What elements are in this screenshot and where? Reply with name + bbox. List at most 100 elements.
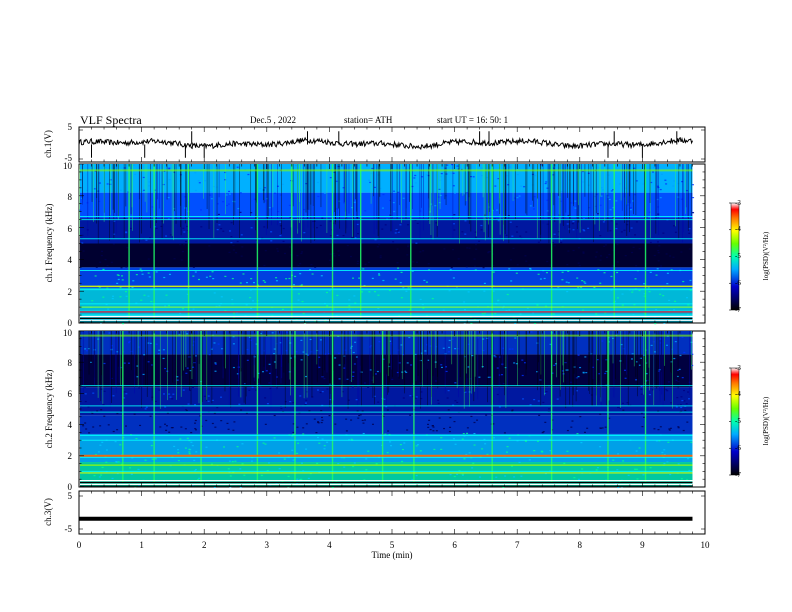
spectrogram-speckle [105, 461, 108, 463]
spectrogram-speckle [296, 482, 299, 485]
spectrogram-speckle [496, 393, 499, 396]
date-label: Dec.5 , 2022 [250, 115, 296, 125]
spectrogram-speckle [192, 344, 195, 346]
spectrogram-speckle [472, 462, 475, 464]
spectrogram-speckle [194, 404, 197, 406]
spectrogram-speckle [616, 271, 619, 274]
spectrogram-speckle [379, 255, 382, 257]
spectrogram-speckle [103, 390, 106, 392]
spectrogram-speckle [463, 309, 466, 311]
spectrogram-speckle [395, 228, 398, 231]
spectrogram-speckle [335, 481, 338, 483]
spectrogram-speckle [518, 461, 521, 464]
spectrogram-speckle [215, 305, 218, 307]
spectrogram-speckle [151, 458, 154, 460]
spectrogram-speckle [653, 254, 656, 257]
spectrogram-speckle [316, 181, 319, 184]
spectrogram-speckle [338, 200, 341, 202]
spectrogram-speckle [438, 417, 441, 419]
spectrogram-speckle [136, 376, 139, 378]
spectrogram-speckle [136, 365, 139, 367]
spectrogram-speckle [601, 189, 604, 191]
spectrogram-speckle [620, 231, 623, 233]
spectrogram-speckle [654, 322, 657, 325]
spectrogram-speckle [303, 208, 306, 211]
spectrogram-speckle [107, 424, 110, 426]
spectrogram-speckle [671, 348, 674, 350]
spectrogram-speckle [504, 475, 507, 477]
spectrogram-speckle [610, 336, 613, 338]
spectrogram-speckle [681, 377, 684, 379]
spectrogram-speckle [599, 413, 602, 415]
spectrogram-speckle [643, 293, 646, 295]
spectrogram-speckle [404, 370, 407, 372]
spectrogram-speckle [689, 279, 692, 282]
spectrogram-speckle [297, 299, 300, 301]
spectrogram-speckle [655, 440, 658, 442]
spectrogram-speckle [581, 468, 584, 470]
spectrogram-speckle [112, 295, 115, 297]
spectrogram-speckle [603, 272, 606, 274]
spectrogram-speckle [165, 294, 168, 296]
spectrogram-speckle [466, 247, 469, 249]
spectrogram-speckle [127, 191, 130, 193]
spectrogram-speckle [169, 396, 172, 398]
spectrogram-speckle [656, 165, 659, 167]
spectrogram-speckle [353, 363, 356, 365]
spectrogram-speckle [168, 179, 171, 181]
spectrogram-speckle [302, 351, 305, 353]
spectrogram-speckle [125, 231, 128, 233]
spectrogram-speckle [521, 359, 524, 361]
spectrogram-speckle [427, 359, 430, 361]
spectrogram-speckle [566, 450, 569, 452]
spectrogram-speckle [452, 172, 455, 174]
spectrogram-speckle [192, 275, 195, 277]
spectrogram-speckle [599, 235, 602, 237]
ch2-ytick-0: 0 [68, 482, 73, 492]
spectrogram-speckle [311, 396, 314, 398]
spectrogram-speckle [686, 391, 689, 393]
spectrogram-speckle [513, 197, 516, 199]
spectrogram-speckle [483, 282, 486, 285]
spectrogram-speckle [448, 339, 451, 342]
spectrogram-speckle [163, 276, 166, 279]
spectrogram-speckle [649, 271, 652, 273]
spectrogram-speckle [469, 378, 472, 380]
spectrogram-speckle [119, 189, 122, 191]
spectrogram-speckle [463, 193, 466, 195]
spectrogram-speckle [225, 204, 228, 207]
spectrogram-speckle [454, 400, 457, 402]
spectrogram-speckle [626, 224, 629, 226]
spectrogram-speckle [324, 353, 327, 355]
spectrogram-speckle [377, 307, 380, 310]
spectrogram-speckle [292, 431, 295, 434]
spectrogram-speckle [242, 273, 245, 275]
spectrogram-speckle [595, 251, 598, 253]
spectrogram-speckle [549, 450, 552, 452]
spectrogram-speckle [355, 399, 358, 401]
spectrogram-speckle [85, 350, 88, 352]
spectrogram-speckle [567, 282, 570, 284]
spectrogram-speckle [501, 164, 504, 166]
spectrogram-speckle [402, 397, 405, 399]
spectrogram-speckle [103, 415, 106, 417]
spectrogram-speckle [508, 437, 511, 439]
spectrogram-speckle [416, 222, 419, 225]
spectrogram-speckle [84, 400, 87, 403]
spectrogram-speckle [481, 448, 484, 450]
spectrogram-speckle [116, 351, 119, 353]
spectrogram-speckle [422, 307, 425, 309]
spectrogram-speckle [419, 251, 422, 253]
spectrogram-speckle [687, 458, 690, 460]
spectrogram-speckle [191, 386, 194, 389]
spectrogram-speckle [530, 331, 533, 333]
spectrogram-speckle [538, 414, 541, 416]
spectrogram-speckle [328, 414, 331, 417]
spectrogram-speckle [561, 370, 564, 372]
spectrogram-speckle [457, 258, 460, 260]
spectrogram-speckle [548, 385, 551, 387]
spectrogram-speckle [300, 252, 303, 255]
spectrogram-speckle [182, 227, 185, 229]
spectrogram-speckle [324, 318, 327, 320]
spectrogram-speckle [595, 313, 598, 315]
